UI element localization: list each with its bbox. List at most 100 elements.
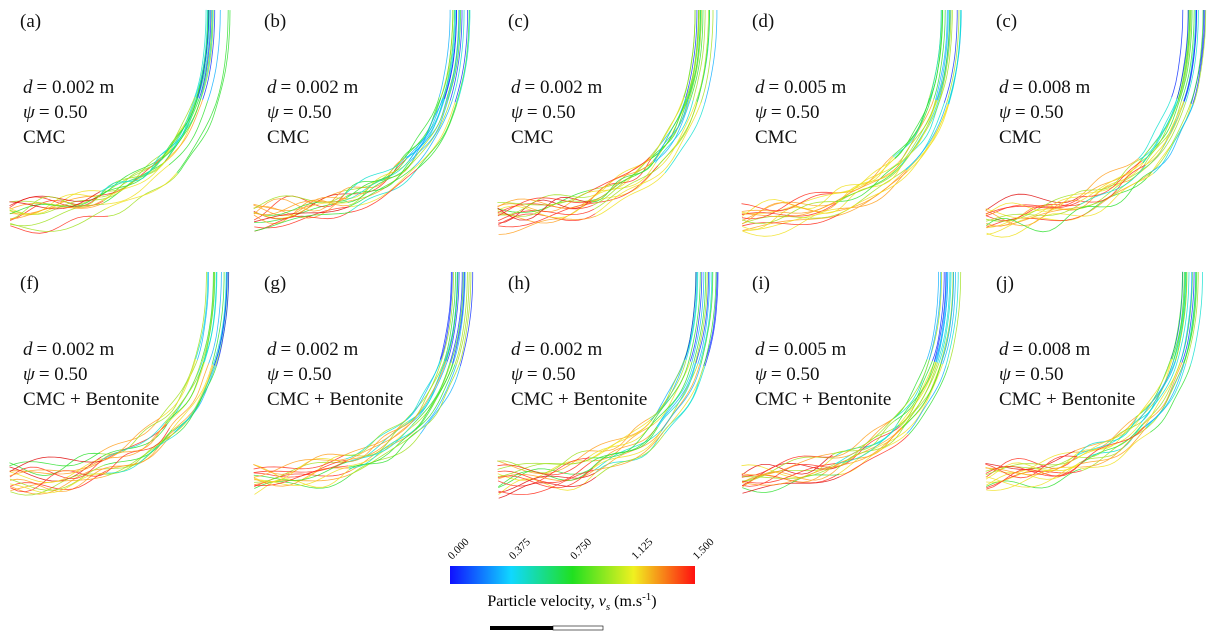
trajectory bbox=[840, 435, 909, 477]
panel-label: (g) bbox=[264, 273, 286, 294]
diameter: d= 0.002 m bbox=[511, 339, 602, 360]
trajectory bbox=[101, 158, 163, 195]
trajectory bbox=[595, 433, 663, 474]
title-close: ) bbox=[651, 593, 656, 610]
diameter: d= 0.002 m bbox=[23, 339, 114, 360]
trajectory bbox=[651, 360, 684, 421]
trajectory bbox=[892, 98, 929, 156]
fluid: CMC + Bentonite bbox=[511, 389, 647, 410]
diameter-text: = 0.005 m bbox=[769, 339, 847, 360]
diameter-text: = 0.002 m bbox=[37, 77, 115, 98]
diameter: d= 0.005 m bbox=[755, 339, 846, 360]
sphericity-symbol: ψ bbox=[755, 364, 768, 385]
diameter-text: = 0.002 m bbox=[37, 339, 115, 360]
sphericity-symbol: ψ bbox=[755, 102, 768, 123]
diameter: d= 0.002 m bbox=[267, 339, 358, 360]
panel-label: (c) bbox=[508, 11, 529, 32]
title-unit: (m.s bbox=[610, 593, 642, 610]
panel-label: (a) bbox=[20, 11, 41, 32]
colorbar-tick: 0.750 bbox=[568, 536, 594, 562]
title-exponent: -1 bbox=[642, 591, 651, 603]
colorbar-tick: 0.375 bbox=[507, 536, 533, 562]
sphericity-text: = 0.50 bbox=[771, 364, 820, 385]
fluid: CMC bbox=[267, 127, 309, 148]
panel-label: (j) bbox=[996, 273, 1014, 294]
trajectory bbox=[1137, 360, 1173, 419]
panel-label: (i) bbox=[752, 273, 770, 294]
figure: (a)d= 0.002 mψ= 0.50CMC(b)d= 0.002 mψ= 0… bbox=[0, 0, 1221, 634]
sphericity-text: = 0.50 bbox=[39, 364, 88, 385]
fluid: CMC + Bentonite bbox=[23, 389, 159, 410]
trajectory bbox=[172, 365, 213, 430]
trajectory bbox=[499, 216, 596, 234]
trajectory bbox=[345, 420, 406, 456]
trajectory bbox=[160, 98, 197, 156]
colorbar-tick: 0.000 bbox=[446, 536, 472, 562]
trajectory bbox=[650, 98, 684, 159]
panel-label: (c) bbox=[996, 11, 1017, 32]
title-prefix: Particle velocity, bbox=[487, 593, 598, 610]
diameter-symbol: d bbox=[511, 77, 521, 98]
sphericity-symbol: ψ bbox=[267, 102, 280, 123]
sphericity-text: = 0.50 bbox=[527, 102, 576, 123]
panel-label: (d) bbox=[752, 11, 774, 32]
sphericity-symbol: ψ bbox=[267, 364, 280, 385]
diameter-symbol: d bbox=[267, 77, 277, 98]
trajectory bbox=[406, 360, 442, 420]
diameter-symbol: d bbox=[755, 77, 765, 98]
fluid: CMC bbox=[23, 127, 65, 148]
diameter-symbol: d bbox=[23, 77, 33, 98]
trajectory bbox=[900, 100, 936, 164]
diameter-text: = 0.002 m bbox=[281, 339, 359, 360]
diameter-symbol: d bbox=[511, 339, 521, 360]
sphericity-text: = 0.50 bbox=[39, 102, 88, 123]
fluid: CMC + Bentonite bbox=[267, 389, 403, 410]
diameter-symbol: d bbox=[267, 339, 277, 360]
sphericity: ψ= 0.50 bbox=[23, 364, 88, 385]
diameter: d= 0.008 m bbox=[999, 339, 1090, 360]
trajectory bbox=[104, 162, 166, 203]
colorbar-title: Particle velocity, vs (m.s-1) bbox=[487, 591, 656, 613]
trajectory bbox=[347, 164, 411, 202]
panel-label: (h) bbox=[508, 273, 530, 294]
trajectory bbox=[108, 174, 178, 216]
diameter-text: = 0.008 m bbox=[1013, 339, 1091, 360]
diameter: d= 0.002 m bbox=[511, 77, 602, 98]
diameter-symbol: d bbox=[23, 339, 33, 360]
trajectory bbox=[899, 99, 934, 162]
diameter-text: = 0.002 m bbox=[281, 77, 359, 98]
diameter-text: = 0.005 m bbox=[769, 77, 847, 98]
trajectory bbox=[838, 171, 907, 209]
colorbar bbox=[450, 566, 695, 584]
diameter: d= 0.008 m bbox=[999, 77, 1090, 98]
diameter-text: = 0.008 m bbox=[1013, 77, 1091, 98]
fluid: CMC bbox=[999, 127, 1041, 148]
trajectory bbox=[102, 424, 166, 461]
diameter-text: = 0.002 m bbox=[525, 339, 603, 360]
trajectory bbox=[101, 157, 161, 195]
trajectory bbox=[106, 173, 177, 209]
fluid: CMC bbox=[511, 127, 553, 148]
diameter-symbol: d bbox=[755, 339, 765, 360]
scale-bar bbox=[490, 626, 603, 630]
trajectory bbox=[104, 430, 172, 466]
trajectory bbox=[405, 98, 441, 157]
diameter: d= 0.002 m bbox=[23, 77, 114, 98]
diameter: d= 0.002 m bbox=[267, 77, 358, 98]
trajectory bbox=[839, 173, 909, 214]
sphericity-symbol: ψ bbox=[511, 102, 524, 123]
fluid: CMC bbox=[755, 127, 797, 148]
sphericity-text: = 0.50 bbox=[771, 102, 820, 123]
sphericity-text: = 0.50 bbox=[283, 102, 332, 123]
sphericity-text: = 0.50 bbox=[1015, 364, 1064, 385]
trajectory bbox=[254, 455, 345, 469]
trajectory bbox=[893, 360, 929, 419]
trajectory bbox=[1136, 359, 1171, 417]
panel-label: (f) bbox=[20, 273, 39, 294]
sphericity-text: = 0.50 bbox=[283, 364, 332, 385]
diameter: d= 0.005 m bbox=[755, 77, 846, 98]
sphericity: ψ= 0.50 bbox=[511, 364, 576, 385]
sphericity: ψ= 0.50 bbox=[267, 364, 332, 385]
sphericity: ψ= 0.50 bbox=[23, 102, 88, 123]
trajectory bbox=[172, 365, 212, 430]
